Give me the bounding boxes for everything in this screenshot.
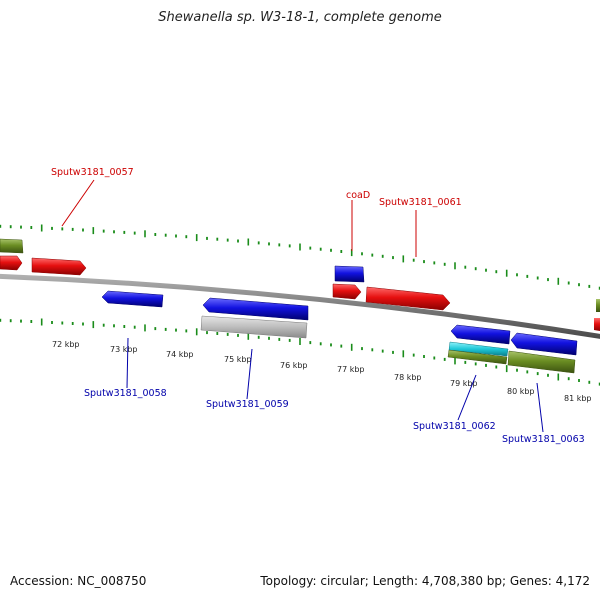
- gene-labels: Sputw3181_0057 coaD Sputw3181_0061 Sputw…: [51, 167, 585, 445]
- label-sputw3181-0061[interactable]: Sputw3181_0061: [379, 197, 462, 208]
- gene-sputw3181-0059[interactable]: [202, 297, 309, 321]
- label-sputw3181-0057[interactable]: Sputw3181_0057: [51, 167, 134, 178]
- gene-red-small[interactable]: [332, 283, 362, 300]
- label-sputw3181-0058[interactable]: Sputw3181_0058: [84, 388, 167, 399]
- scale-label-74kbp: 74 kbp: [166, 350, 194, 359]
- gene-olive-feature-lower[interactable]: [447, 349, 508, 365]
- scale-label-76kbp: 76 kbp: [280, 361, 308, 370]
- gene-sputw3181-0063[interactable]: [510, 332, 578, 356]
- scale-label-79kbp: 79 kbp: [450, 379, 478, 388]
- inner-ruler: [0, 318, 600, 386]
- scale-labels: 72 kbp 73 kbp 74 kbp 75 kbp 76 kbp 77 kb…: [52, 340, 592, 403]
- gene-sputw3181-0058[interactable]: [101, 290, 164, 308]
- scale-label-75kbp: 75 kbp: [224, 355, 252, 364]
- map-title: Shewanella sp. W3-18-1, complete genome: [158, 10, 442, 25]
- gene-sputw3181-0061[interactable]: [365, 286, 451, 311]
- label-sputw3181-0062[interactable]: Sputw3181_0062: [413, 421, 496, 432]
- gene-sputw3181-0062[interactable]: [450, 324, 511, 345]
- scale-label-78kbp: 78 kbp: [394, 373, 422, 382]
- label-leaders: [61, 179, 544, 433]
- leader-0063: [536, 382, 544, 433]
- label-coaD[interactable]: coaD: [346, 190, 370, 201]
- scale-label-77kbp: 77 kbp: [337, 365, 365, 374]
- genome-summary-text: Topology: circular; Length: 4,708,380 bp…: [260, 574, 590, 588]
- scale-label-80kbp: 80 kbp: [507, 387, 535, 396]
- leader-0062: [457, 374, 477, 421]
- outer-ruler: [0, 224, 600, 290]
- label-sputw3181-0063[interactable]: Sputw3181_0063: [502, 434, 585, 445]
- genome-backbone: [0, 273, 600, 339]
- gene-coaD[interactable]: [334, 265, 365, 283]
- label-sputw3181-0059[interactable]: Sputw3181_0059: [206, 399, 289, 410]
- gene-olive-right-edge[interactable]: [596, 299, 600, 312]
- gene-gray-pseudogene[interactable]: [200, 315, 308, 339]
- scale-label-72kbp: 72 kbp: [52, 340, 80, 349]
- gene-sputw3181-0057[interactable]: [31, 257, 87, 276]
- scale-label-73kbp: 73 kbp: [110, 345, 138, 354]
- leader-0058: [126, 337, 129, 389]
- scale-label-81kbp: 81 kbp: [564, 394, 592, 403]
- gene-red-left-edge[interactable]: [0, 255, 23, 271]
- gene-cyan-feature[interactable]: [448, 341, 509, 357]
- gene-olive-lower-right[interactable]: [507, 350, 576, 374]
- gene-red-right-edge[interactable]: [594, 318, 600, 331]
- accession-text: Accession: NC_008750: [10, 574, 147, 588]
- gene-olive-left[interactable]: [0, 238, 24, 254]
- leader-0059: [246, 348, 253, 400]
- leader-0057: [61, 179, 95, 227]
